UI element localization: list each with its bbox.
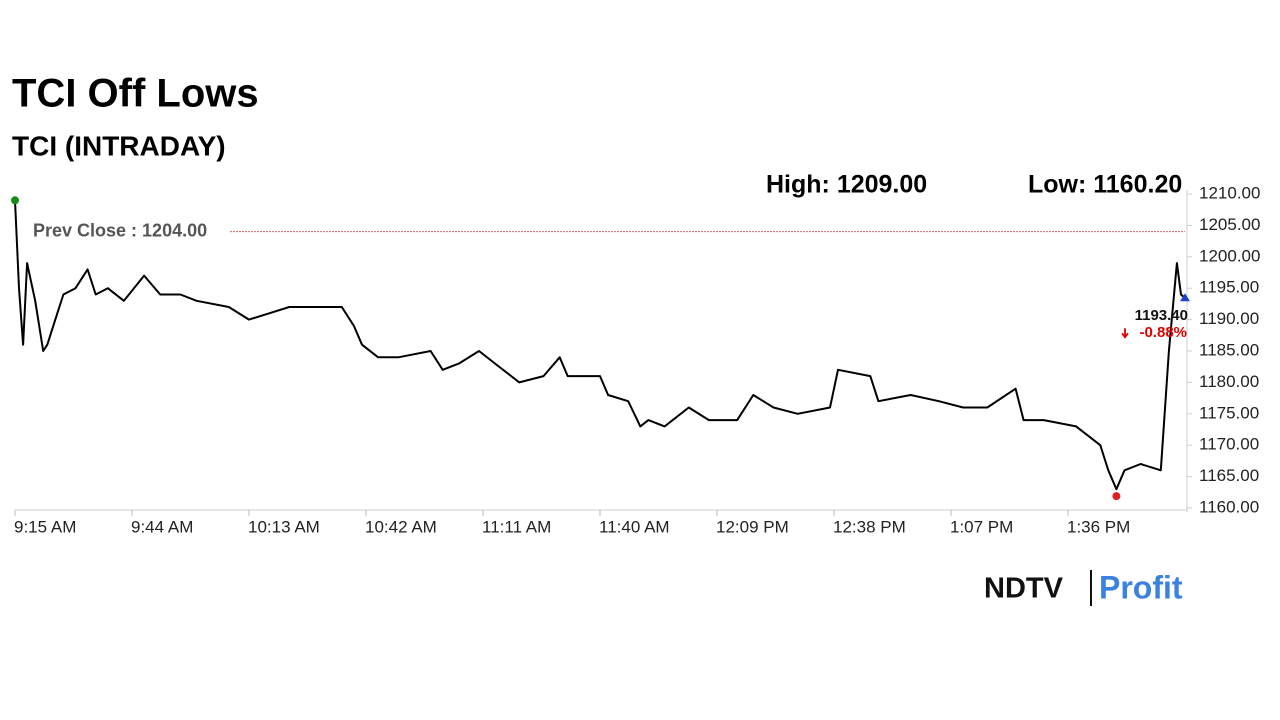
x-tick-label: 11:11 AM bbox=[482, 517, 551, 536]
x-tick-label: 12:09 PM bbox=[716, 517, 789, 536]
change-label: -0.88% bbox=[1139, 324, 1187, 341]
y-tick-label: 1165.00 bbox=[1199, 466, 1259, 485]
x-tick-label: 1:07 PM bbox=[950, 517, 1013, 536]
high-marker bbox=[11, 196, 19, 205]
x-tick-label: 1:36 PM bbox=[1067, 517, 1130, 536]
high-stat: High: 1209.00 bbox=[766, 171, 927, 199]
x-tick-label: 9:15 AM bbox=[14, 517, 76, 536]
low-stat: Low: 1160.20 bbox=[1028, 171, 1182, 199]
down-arrow bbox=[1121, 328, 1129, 339]
x-tick-label: 10:42 AM bbox=[365, 517, 437, 536]
y-tick-label: 1210.00 bbox=[1199, 183, 1260, 202]
chart-title: TCI Off Lows bbox=[12, 72, 259, 116]
chart-subtitle: TCI (INTRADAY) bbox=[12, 130, 226, 161]
y-tick-label: 1160.00 bbox=[1199, 497, 1259, 516]
y-tick-label: 1175.00 bbox=[1199, 403, 1259, 422]
y-tick-label: 1195.00 bbox=[1199, 278, 1259, 297]
reference-label: Prev Close : 1204.00 bbox=[33, 220, 207, 240]
price-line bbox=[14, 200, 1186, 491]
x-tick-label: 11:40 AM bbox=[599, 517, 670, 536]
x-tick-label: 12:38 PM bbox=[833, 517, 906, 536]
low-marker bbox=[1112, 492, 1121, 501]
x-tick-label: 9:44 AM bbox=[131, 517, 193, 536]
logo-brand: NDTV bbox=[984, 573, 1064, 605]
y-tick-label: 1200.00 bbox=[1199, 246, 1260, 265]
last-marker bbox=[1180, 293, 1190, 302]
x-tick-label: 10:13 AM bbox=[248, 517, 320, 536]
logo-product: Profit bbox=[1099, 569, 1183, 605]
y-tick-label: 1190.00 bbox=[1199, 309, 1259, 328]
y-tick-label: 1180.00 bbox=[1199, 372, 1259, 391]
last-price-label: 1193.40 bbox=[1135, 307, 1188, 324]
y-tick-label: 1170.00 bbox=[1199, 435, 1259, 454]
y-tick-label: 1185.00 bbox=[1199, 340, 1259, 359]
y-tick-label: 1205.00 bbox=[1199, 215, 1260, 234]
